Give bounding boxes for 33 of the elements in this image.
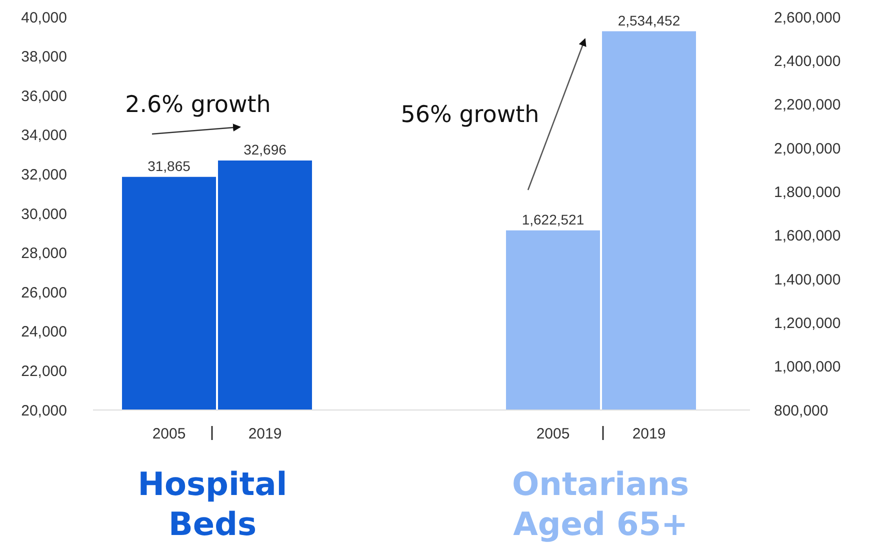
y2-tick-label: 1,800,000 (774, 184, 841, 201)
y-tick-label: 24,000 (21, 324, 67, 341)
y-tick-label: 20,000 (21, 402, 67, 420)
x-tick-label: 2019 (248, 426, 282, 443)
y-tick-label: 32,000 (21, 166, 67, 184)
y-tick-label: 38,000 (21, 48, 67, 66)
y2-tick-label: 2,000,000 (774, 140, 841, 158)
y2-tick-label: 1,400,000 (774, 271, 841, 288)
data-label: 32,696 (244, 142, 287, 158)
y2-tick-label: 1,200,000 (774, 314, 841, 332)
y-tick-label: 30,000 (21, 206, 67, 223)
y2-tick-label: 1,000,000 (774, 358, 841, 376)
y2-tick-label: 2,600,000 (774, 9, 841, 26)
y-tick-label: 34,000 (21, 127, 67, 144)
y-tick-label: 22,000 (21, 363, 67, 380)
series-label: Ontarians Aged 65+ (510, 464, 690, 544)
y2-tick-label: 800,000 (774, 402, 828, 420)
data-label: 2,534,452 (618, 12, 680, 28)
y-tick-label: 26,000 (21, 284, 67, 302)
y-tick-label: 36,000 (21, 88, 67, 105)
y2-tick-label: 1,600,000 (774, 228, 841, 245)
y-tick-label: 40,000 (21, 9, 67, 26)
x-tick-label: 2005 (152, 426, 186, 443)
data-label: 1,622,521 (522, 211, 584, 228)
annotation: 2.6% growth (125, 92, 271, 118)
data-label: 31,865 (148, 158, 191, 174)
annotation: 56% growth (400, 102, 540, 128)
y2-tick-label: 2,400,000 (774, 52, 841, 70)
y2-tick-label: 2,200,000 (774, 96, 841, 114)
x-tick-label: 2019 (632, 426, 666, 443)
y-tick-label: 28,000 (21, 245, 67, 262)
x-tick-label: 2005 (536, 426, 570, 443)
series-label: Hospital Beds (136, 464, 288, 544)
